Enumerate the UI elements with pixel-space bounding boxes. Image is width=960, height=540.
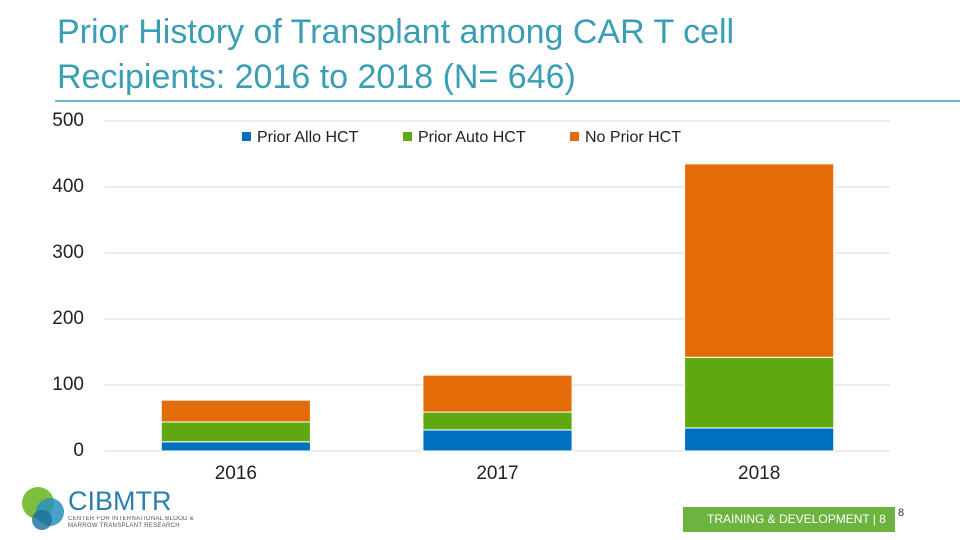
legend-label: No Prior HCT: [585, 129, 681, 146]
y-tick-label: 400: [52, 176, 84, 197]
y-tick-label: 100: [52, 374, 84, 395]
legend-swatch: [242, 132, 251, 141]
x-tick-label: 2016: [215, 463, 257, 484]
bar-segment: [684, 163, 835, 358]
bar-segment: [160, 441, 311, 452]
x-tick-label: 2017: [476, 463, 518, 484]
x-tick-label: 2018: [738, 463, 780, 484]
bar-segment: [422, 374, 573, 413]
bar-segment: [422, 411, 573, 431]
y-tick-label: 200: [52, 308, 84, 329]
y-tick-label: 500: [52, 110, 84, 131]
y-tick-label: 0: [73, 440, 84, 461]
legend-swatch: [403, 132, 412, 141]
logo: CIBMTR: [22, 486, 172, 530]
bar-segment: [684, 427, 835, 452]
logo-circle: [32, 510, 52, 530]
logo-name: CIBMTR: [68, 486, 172, 516]
chart-title: Prior History of Transplant among CAR T …: [57, 13, 735, 96]
bar-segment: [160, 421, 311, 443]
logo-tagline: CENTER FOR INTERNATIONAL BLOOD & MARROW …: [68, 516, 194, 529]
legend-label: Prior Allo HCT: [257, 129, 359, 146]
bar-segment: [684, 356, 835, 429]
footer-box: [683, 507, 895, 532]
logo-tagline-box: CENTER FOR INTERNATIONAL BLOOD & MARROW …: [68, 516, 194, 529]
legend-label: Prior Auto HCT: [418, 129, 526, 146]
legend-swatch: [570, 132, 579, 141]
bar-segment: [160, 399, 311, 423]
footer-text: TRAINING & DEVELOPMENT | 8: [707, 512, 886, 526]
bar-segment: [422, 429, 573, 452]
y-tick-label: 300: [52, 242, 84, 263]
page-number: 8: [898, 507, 904, 519]
